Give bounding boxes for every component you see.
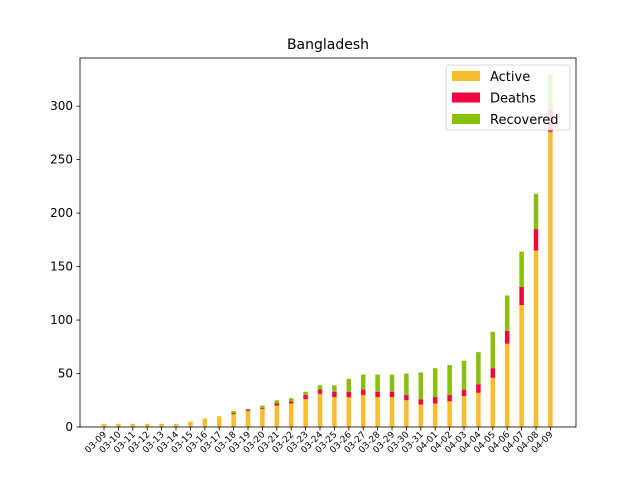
y-tick-label: 250: [50, 153, 73, 167]
bar-active-04-08: [533, 250, 539, 427]
bar-active-03-25: [332, 397, 337, 427]
bar-recovered-03-20: [260, 405, 265, 408]
bar-active-03-11: [130, 423, 136, 427]
y-tick-label: 0: [65, 420, 73, 434]
bar-recovered-03-27: [360, 374, 366, 390]
bar-recovered-03-22: [288, 398, 294, 402]
bar-deaths-03-27: [360, 389, 366, 395]
bar-recovered-04-06: [504, 295, 510, 331]
bar-active-03-19: [245, 410, 251, 427]
legend-swatch-recovered: [452, 114, 480, 124]
bar-recovered-04-02: [447, 364, 452, 395]
bar-active-03-21: [274, 405, 280, 427]
bar-deaths-04-04: [476, 384, 481, 393]
bar-active-03-27: [360, 394, 366, 427]
bar-active-03-18: [231, 414, 236, 427]
bar-recovered-03-26: [346, 378, 352, 392]
bar-recovered-04-01: [432, 368, 438, 398]
bar-recovered-03-18: [231, 410, 236, 414]
bar-active-03-20: [260, 408, 265, 427]
bar-deaths-03-22: [288, 401, 294, 404]
bar-active-03-28: [375, 397, 380, 427]
bar-deaths-03-20: [260, 407, 265, 409]
bar-active-04-01: [432, 403, 438, 427]
bar-active-03-15: [188, 421, 193, 427]
bar-deaths-03-18: [231, 413, 236, 415]
legend-label-deaths: Deaths: [490, 92, 536, 107]
bar-recovered-04-04: [476, 352, 481, 385]
bar-deaths-03-26: [346, 391, 352, 398]
bar-deaths-03-31: [418, 399, 424, 405]
y-tick-label: 50: [58, 367, 73, 381]
bar-active-04-05: [490, 377, 496, 427]
legend-swatch-deaths: [452, 92, 480, 103]
bar-active-04-06: [504, 343, 510, 427]
plot-frame: [79, 57, 577, 428]
bar-active-03-29: [389, 397, 395, 427]
bar-deaths-04-01: [432, 397, 438, 404]
bar-recovered-04-07: [519, 251, 524, 287]
bar-active-04-03: [461, 395, 467, 427]
bar-deaths-04-05: [490, 368, 496, 378]
bar-recovered-03-24: [317, 385, 323, 390]
bar-active-03-12: [144, 423, 150, 427]
bar-deaths-03-19: [245, 409, 251, 411]
bar-active-03-23: [303, 399, 308, 427]
bar-deaths-03-28: [375, 391, 380, 398]
legend-label-recovered: Recovered: [490, 113, 559, 128]
bar-active-03-10: [116, 423, 121, 427]
bar-deaths-04-03: [461, 389, 467, 396]
legend-swatch-active: [452, 71, 480, 81]
bar-recovered-03-29: [389, 374, 395, 392]
bar-active-04-04: [476, 392, 481, 427]
bar-active-03-24: [317, 393, 323, 427]
y-tick-label: 300: [50, 99, 73, 113]
bar-active-04-02: [447, 401, 452, 427]
bar-recovered-04-08: [533, 193, 539, 230]
chart-title: Bangladesh: [287, 37, 369, 53]
bar-deaths-04-07: [519, 286, 524, 306]
bar-recovered-03-28: [375, 374, 380, 392]
bar-recovered-03-21: [274, 400, 280, 404]
bar-deaths-03-25: [332, 391, 337, 398]
bar-deaths-03-24: [317, 389, 323, 394]
bar-recovered-03-31: [418, 372, 424, 400]
bar-deaths-03-29: [389, 391, 395, 398]
bar-active-04-09: [548, 131, 553, 428]
bar-deaths-04-06: [504, 330, 510, 344]
bar-deaths-03-30: [404, 394, 409, 401]
bar-active-03-22: [288, 403, 294, 427]
bar-active-03-30: [404, 400, 409, 427]
bar-recovered-03-19: [245, 408, 251, 410]
y-tick-label: 150: [50, 260, 73, 274]
legend-box: [445, 64, 571, 131]
bar-recovered-04-03: [461, 360, 467, 390]
bar-deaths-03-23: [303, 394, 308, 400]
bar-recovered-04-05: [490, 331, 496, 369]
bar-deaths-04-02: [447, 394, 452, 402]
bar-active-03-16: [202, 418, 208, 427]
legend-label-active: Active: [490, 70, 530, 85]
legend: Active Deaths Recovered: [445, 64, 571, 131]
bar-recovered-03-25: [332, 385, 337, 392]
bar-active-03-14: [173, 423, 179, 427]
y-tick-label: 100: [50, 313, 73, 327]
bar-active-03-13: [159, 423, 164, 427]
bar-active-04-07: [519, 305, 524, 427]
bar-recovered-03-30: [404, 373, 409, 395]
bar-active-03-09: [101, 423, 107, 427]
bar-deaths-03-21: [274, 403, 280, 406]
bar-deaths-04-08: [533, 229, 539, 251]
bar-active-03-26: [346, 397, 352, 427]
bar-recovered-03-23: [303, 391, 308, 395]
bar-active-03-17: [216, 416, 222, 427]
bar-active-03-31: [418, 404, 424, 427]
y-tick-label: 200: [50, 206, 73, 220]
